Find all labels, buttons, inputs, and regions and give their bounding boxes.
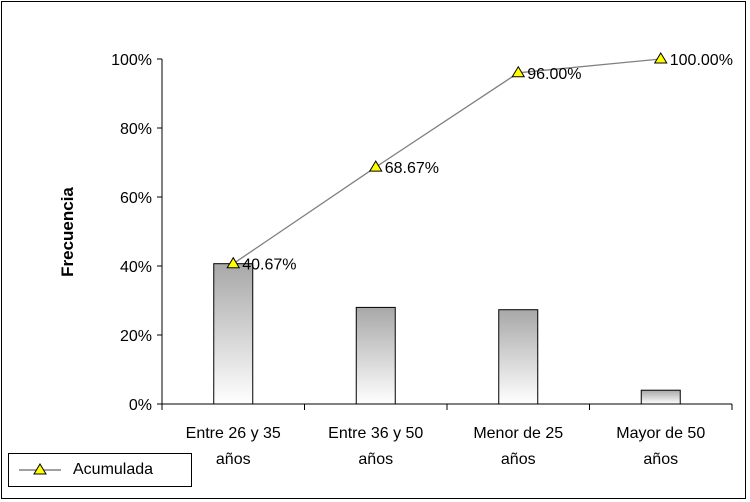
line-point xyxy=(226,256,241,269)
bar xyxy=(640,389,681,405)
bar-series xyxy=(213,263,681,405)
y-axis-label: Frecuencia xyxy=(58,187,77,277)
data-label: 100.00% xyxy=(670,52,733,69)
data-label: 96.00% xyxy=(527,66,581,83)
x-tick-label: Entre 36 y 50 años xyxy=(328,425,423,468)
legend-swatch xyxy=(9,453,73,487)
y-tick-label: 20% xyxy=(120,328,152,345)
triangle-marker-icon xyxy=(33,463,47,475)
y-tick-label: 40% xyxy=(120,259,152,276)
x-tick-label: Menor de 25 años xyxy=(473,425,563,468)
line-point xyxy=(653,52,668,64)
data-label: 40.67% xyxy=(242,257,296,274)
axes: 0% 20% 40% 60% 80% 100% Entre 26 y 35 años Entre… xyxy=(111,52,733,468)
data-labels: 40.67% 68.67% 96.00% 100.00% xyxy=(242,52,733,274)
y-tick-label: 0% xyxy=(129,397,152,414)
y-tick-label: 80% xyxy=(120,121,152,138)
y-tick-label: 60% xyxy=(120,190,152,207)
y-tick-label: 100% xyxy=(111,52,152,69)
x-tick-label: Entre 26 y 35 años xyxy=(186,425,281,468)
line-point xyxy=(511,65,526,78)
cumulative-line xyxy=(232,58,661,265)
bar xyxy=(355,306,396,405)
bar xyxy=(498,309,539,405)
bar xyxy=(213,263,254,405)
line-point xyxy=(368,160,383,172)
legend: Acumulada xyxy=(8,453,192,487)
legend-label: Acumulada xyxy=(73,461,154,478)
line-series xyxy=(226,52,668,269)
data-label: 68.67% xyxy=(385,160,439,177)
x-tick-label: Mayor de 50 años xyxy=(616,425,705,468)
